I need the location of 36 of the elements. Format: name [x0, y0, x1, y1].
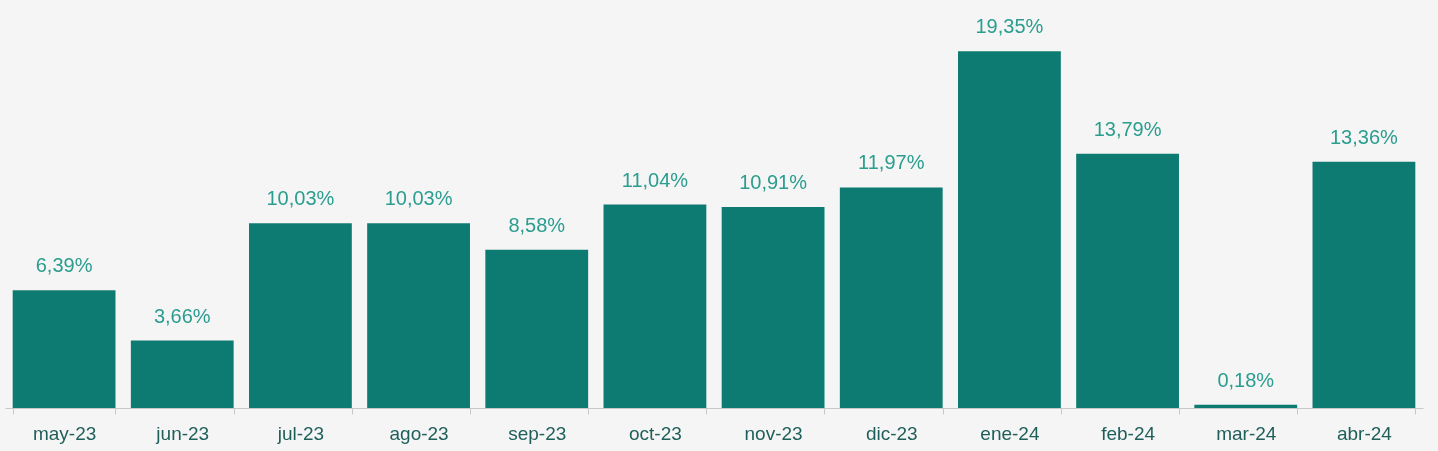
data-label: 19,35% [975, 15, 1044, 38]
bar [367, 223, 470, 408]
x-tick-label: may-23 [32, 422, 97, 444]
data-label: 10,91% [739, 170, 808, 193]
bar [603, 204, 707, 408]
data-label: 8,58% [508, 213, 566, 236]
data-label: 13,79% [1093, 117, 1162, 140]
x-tick-label: nov-23 [744, 422, 803, 444]
data-label: 0,18% [1217, 368, 1275, 391]
bar [249, 223, 352, 408]
bar [130, 340, 234, 408]
data-label: 11,04% [621, 168, 689, 191]
bar [958, 51, 1061, 408]
data-label: 3,66% [153, 304, 211, 327]
data-label: 13,36% [1329, 125, 1399, 148]
x-tick-label: abr-24 [1336, 422, 1393, 444]
bar [1076, 153, 1179, 408]
x-tick-label: ene-24 [980, 422, 1040, 444]
x-tick-label: jun-23 [155, 422, 210, 444]
bar [839, 187, 943, 408]
x-tick-label: oct-23 [629, 422, 682, 444]
data-label: 10,03% [384, 187, 453, 210]
data-label: 6,39% [35, 254, 93, 277]
data-label: 10,03% [266, 187, 335, 210]
bar [1194, 404, 1298, 408]
bar [12, 290, 116, 408]
x-tick-label: sep-23 [508, 422, 567, 444]
bar [485, 249, 589, 408]
x-tick-label: mar-24 [1216, 422, 1277, 444]
x-tick-label: dic-23 [865, 422, 918, 444]
x-tick-label: jul-23 [276, 422, 325, 444]
data-label: 11,97% [858, 151, 925, 174]
x-tick-label: ago-23 [389, 422, 449, 444]
bar [721, 206, 825, 408]
x-tick-label: feb-24 [1101, 422, 1156, 444]
bar [1312, 161, 1416, 408]
